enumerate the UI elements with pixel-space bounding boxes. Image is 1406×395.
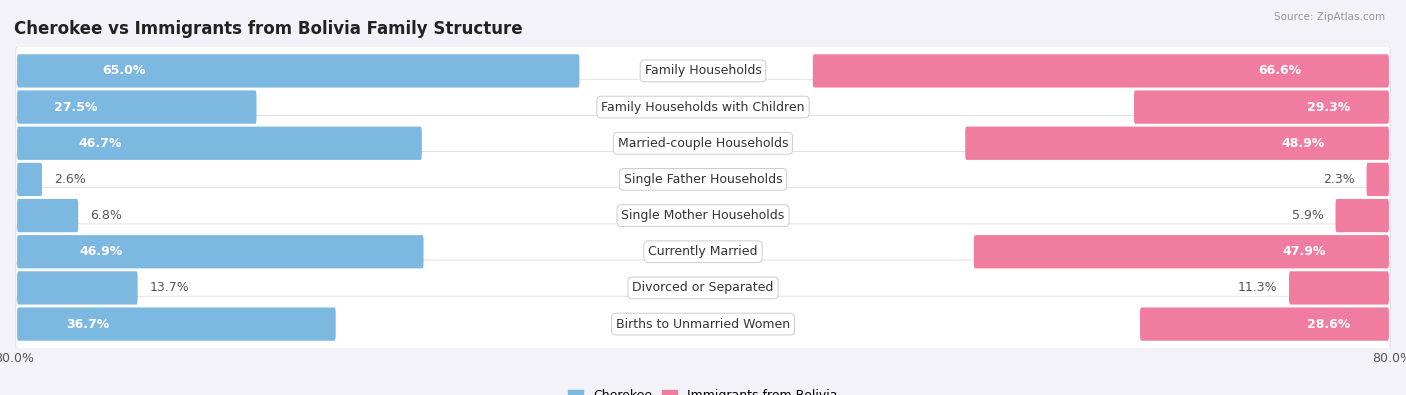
- Text: 5.9%: 5.9%: [1292, 209, 1324, 222]
- Text: 28.6%: 28.6%: [1308, 318, 1351, 331]
- Text: 65.0%: 65.0%: [103, 64, 146, 77]
- Text: Single Father Households: Single Father Households: [624, 173, 782, 186]
- FancyBboxPatch shape: [15, 188, 1391, 243]
- Text: 2.6%: 2.6%: [53, 173, 86, 186]
- FancyBboxPatch shape: [15, 224, 1391, 280]
- Legend: Cherokee, Immigrants from Bolivia: Cherokee, Immigrants from Bolivia: [564, 384, 842, 395]
- Text: Source: ZipAtlas.com: Source: ZipAtlas.com: [1274, 12, 1385, 22]
- FancyBboxPatch shape: [1135, 90, 1389, 124]
- Text: 2.3%: 2.3%: [1323, 173, 1355, 186]
- Text: 66.6%: 66.6%: [1258, 64, 1302, 77]
- FancyBboxPatch shape: [1336, 199, 1389, 232]
- FancyBboxPatch shape: [15, 296, 1391, 352]
- Text: 46.7%: 46.7%: [79, 137, 122, 150]
- FancyBboxPatch shape: [17, 54, 579, 88]
- FancyBboxPatch shape: [974, 235, 1389, 268]
- FancyBboxPatch shape: [17, 271, 138, 305]
- Text: 36.7%: 36.7%: [66, 318, 110, 331]
- FancyBboxPatch shape: [1140, 307, 1389, 341]
- FancyBboxPatch shape: [17, 163, 42, 196]
- Text: Married-couple Households: Married-couple Households: [617, 137, 789, 150]
- Text: Family Households: Family Households: [644, 64, 762, 77]
- Text: 13.7%: 13.7%: [149, 281, 188, 294]
- Text: Family Households with Children: Family Households with Children: [602, 101, 804, 114]
- FancyBboxPatch shape: [17, 90, 256, 124]
- FancyBboxPatch shape: [15, 260, 1391, 316]
- Text: Currently Married: Currently Married: [648, 245, 758, 258]
- FancyBboxPatch shape: [15, 43, 1391, 99]
- Text: 6.8%: 6.8%: [90, 209, 122, 222]
- Text: Births to Unmarried Women: Births to Unmarried Women: [616, 318, 790, 331]
- FancyBboxPatch shape: [1289, 271, 1389, 305]
- FancyBboxPatch shape: [813, 54, 1389, 88]
- Text: 27.5%: 27.5%: [53, 101, 97, 114]
- Text: 46.9%: 46.9%: [79, 245, 122, 258]
- FancyBboxPatch shape: [15, 152, 1391, 207]
- Text: 11.3%: 11.3%: [1237, 281, 1278, 294]
- FancyBboxPatch shape: [15, 115, 1391, 171]
- Text: Divorced or Separated: Divorced or Separated: [633, 281, 773, 294]
- FancyBboxPatch shape: [15, 79, 1391, 135]
- FancyBboxPatch shape: [17, 127, 422, 160]
- FancyBboxPatch shape: [1367, 163, 1389, 196]
- Text: 29.3%: 29.3%: [1306, 101, 1350, 114]
- Text: Cherokee vs Immigrants from Bolivia Family Structure: Cherokee vs Immigrants from Bolivia Fami…: [14, 19, 523, 38]
- Text: 47.9%: 47.9%: [1282, 245, 1326, 258]
- FancyBboxPatch shape: [17, 199, 79, 232]
- Text: Single Mother Households: Single Mother Households: [621, 209, 785, 222]
- FancyBboxPatch shape: [966, 127, 1389, 160]
- FancyBboxPatch shape: [17, 235, 423, 268]
- FancyBboxPatch shape: [17, 307, 336, 341]
- Text: 48.9%: 48.9%: [1281, 137, 1324, 150]
